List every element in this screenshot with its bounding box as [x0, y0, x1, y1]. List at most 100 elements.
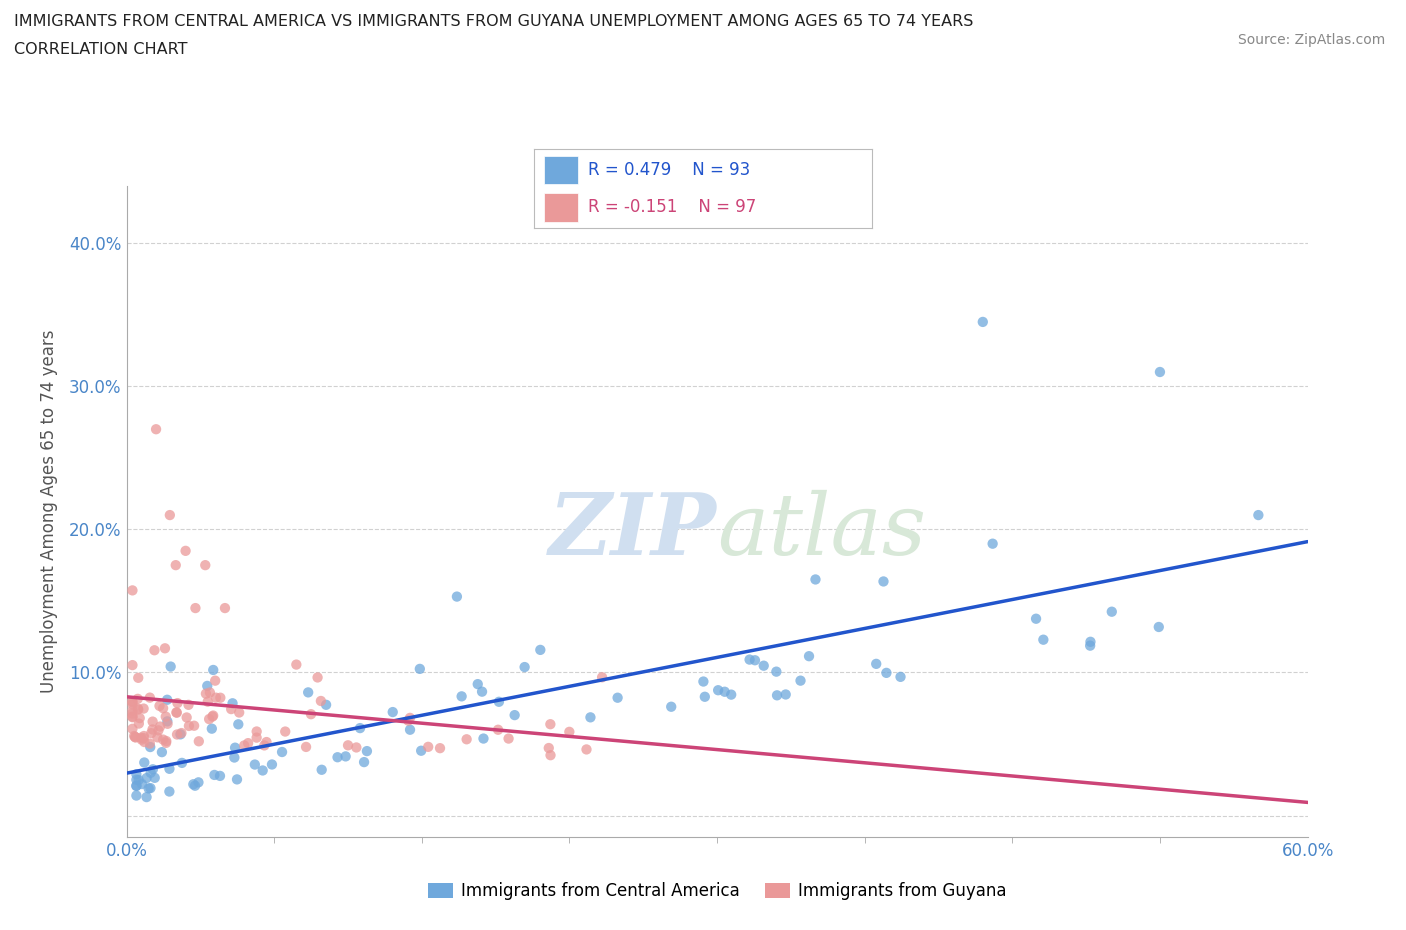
Point: [1101, 604, 1123, 619]
Point: [981, 537, 1004, 551]
Point: [128, 716, 150, 731]
Point: [1149, 365, 1171, 379]
Point: [1032, 632, 1054, 647]
Point: [143, 770, 166, 785]
Point: [127, 701, 149, 716]
Point: [183, 777, 205, 791]
Point: [152, 701, 174, 716]
Point: [121, 710, 143, 724]
Point: [260, 757, 283, 772]
Point: [219, 701, 242, 716]
Point: [156, 714, 179, 729]
Point: [121, 658, 143, 672]
Point: [297, 685, 319, 700]
Point: [471, 684, 494, 699]
Point: [513, 659, 536, 674]
Point: [226, 772, 249, 787]
Point: [132, 731, 155, 746]
Point: [205, 690, 228, 705]
Point: [174, 543, 197, 558]
Point: [124, 730, 146, 745]
Point: [972, 314, 994, 329]
Point: [538, 717, 561, 732]
Point: [872, 574, 894, 589]
Text: CORRELATION CHART: CORRELATION CHART: [14, 42, 187, 57]
Point: [139, 690, 162, 705]
Point: [243, 757, 266, 772]
Point: [165, 558, 187, 573]
Point: [766, 688, 789, 703]
Point: [446, 589, 468, 604]
Point: [149, 719, 172, 734]
Point: [138, 781, 160, 796]
Point: [125, 778, 148, 793]
Point: [311, 763, 333, 777]
Point: [204, 673, 226, 688]
Point: [285, 658, 308, 672]
Text: IMMIGRANTS FROM CENTRAL AMERICA VS IMMIGRANTS FROM GUYANA UNEMPLOYMENT AMONG AGE: IMMIGRANTS FROM CENTRAL AMERICA VS IMMIG…: [14, 14, 973, 29]
Point: [146, 730, 169, 745]
Point: [159, 508, 181, 523]
Point: [135, 790, 157, 804]
Point: [121, 706, 143, 721]
Point: [121, 703, 143, 718]
Point: [170, 755, 193, 770]
Point: [226, 717, 249, 732]
Point: [315, 698, 337, 712]
Point: [165, 705, 187, 720]
Point: [344, 740, 367, 755]
Point: [540, 748, 562, 763]
Point: [659, 699, 682, 714]
Point: [865, 657, 887, 671]
Point: [148, 698, 170, 713]
Point: [155, 736, 177, 751]
Point: [775, 687, 797, 702]
Point: [128, 773, 150, 788]
Text: atlas: atlas: [717, 490, 927, 572]
Point: [152, 732, 174, 747]
Point: [166, 696, 188, 711]
Y-axis label: Unemployment Among Ages 65 to 74 years: Unemployment Among Ages 65 to 74 years: [39, 330, 58, 693]
Point: [139, 739, 162, 754]
Point: [744, 653, 766, 668]
Point: [184, 778, 207, 793]
Point: [134, 735, 156, 750]
Point: [125, 767, 148, 782]
Point: [127, 691, 149, 706]
Point: [765, 664, 787, 679]
Point: [145, 422, 167, 437]
Point: [121, 697, 143, 711]
Point: [349, 721, 371, 736]
Point: [166, 727, 188, 742]
Point: [738, 652, 761, 667]
Point: [150, 745, 173, 760]
Point: [122, 728, 145, 743]
Point: [187, 734, 209, 749]
Point: [498, 731, 520, 746]
Text: ZIP: ZIP: [550, 489, 717, 573]
Point: [131, 777, 153, 791]
Point: [579, 710, 602, 724]
Point: [429, 740, 451, 755]
Point: [187, 775, 209, 790]
Point: [356, 744, 378, 759]
Point: [121, 583, 143, 598]
Point: [194, 558, 217, 573]
Point: [148, 723, 170, 737]
Point: [252, 763, 274, 777]
Point: [134, 755, 156, 770]
Point: [299, 707, 322, 722]
Point: [353, 754, 375, 769]
Point: [456, 732, 478, 747]
Point: [125, 778, 148, 793]
Point: [155, 710, 177, 724]
Point: [450, 689, 472, 704]
Point: [202, 662, 225, 677]
Point: [591, 670, 613, 684]
Point: [693, 689, 716, 704]
Point: [195, 679, 218, 694]
Point: [335, 749, 357, 764]
Point: [606, 690, 628, 705]
Point: [488, 695, 510, 710]
Point: [121, 694, 143, 709]
